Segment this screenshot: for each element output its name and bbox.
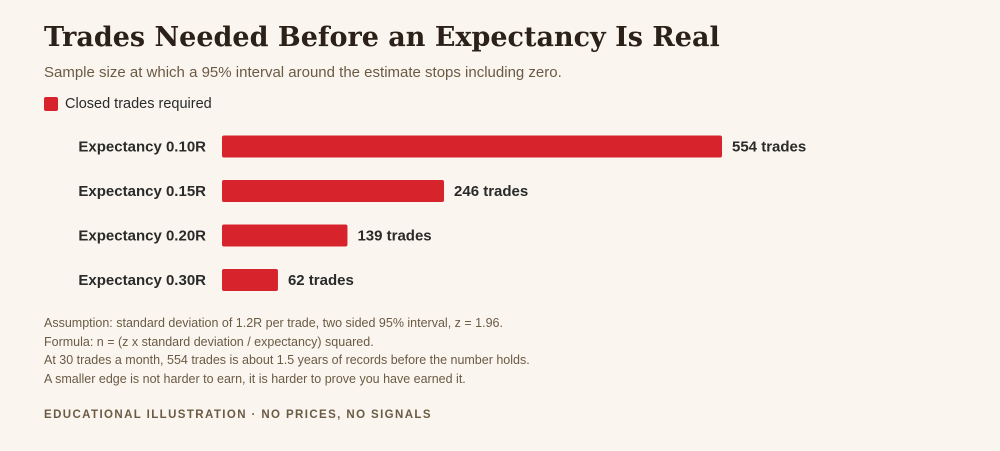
- note-assumption: Assumption: standard deviation of 1.2R p…: [44, 316, 503, 330]
- value-label: 554 trades: [732, 139, 806, 156]
- value-label: 139 trades: [357, 228, 431, 245]
- bar: [222, 135, 722, 158]
- note-formula: Formula: n = (z x standard deviation / e…: [44, 334, 374, 349]
- legend-swatch: [44, 97, 58, 111]
- chart-subtitle: Sample size at which a 95% interval arou…: [44, 64, 562, 81]
- value-label: 62 trades: [288, 272, 354, 289]
- footer-disclaimer: EDUCATIONAL ILLUSTRATION · NO PRICES, NO…: [44, 409, 432, 421]
- value-label: 246 trades: [454, 183, 528, 200]
- notes: Assumption: standard deviation of 1.2R p…: [44, 314, 530, 388]
- category-label: Expectancy 0.15R: [78, 183, 206, 200]
- legend: Closed trades required: [44, 96, 212, 112]
- category-label: Expectancy 0.10R: [78, 139, 206, 156]
- category-label: Expectancy 0.20R: [78, 228, 206, 245]
- note-takeaway: A smaller edge is not harder to earn, it…: [44, 371, 466, 386]
- chart-title: Trades Needed Before an Expectancy Is Re…: [44, 22, 720, 53]
- category-label: Expectancy 0.30R: [78, 272, 206, 289]
- bar: [222, 180, 445, 202]
- legend-label: Closed trades required: [65, 96, 212, 112]
- bar: [222, 269, 278, 291]
- note-timeline: At 30 trades a month, 554 trades is abou…: [44, 353, 530, 367]
- bar-chart: Expectancy 0.10R 554 trades Expectancy 0.1…: [78, 135, 806, 291]
- bar: [222, 224, 348, 247]
